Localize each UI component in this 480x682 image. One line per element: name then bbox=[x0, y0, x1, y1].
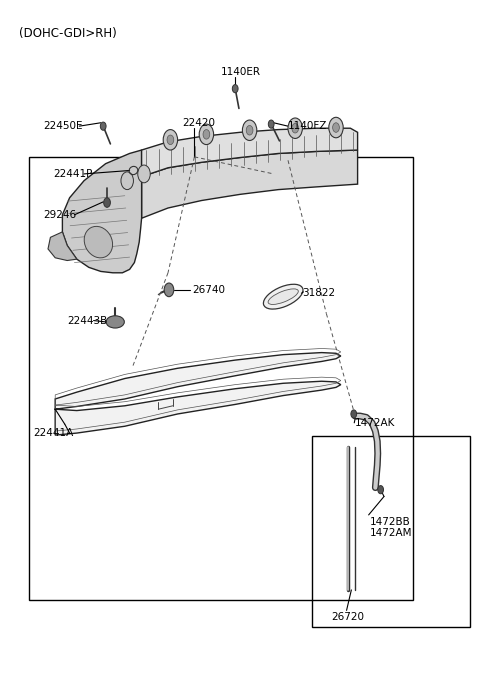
Circle shape bbox=[329, 117, 343, 138]
Text: 1140ER: 1140ER bbox=[221, 67, 261, 76]
Circle shape bbox=[121, 172, 133, 190]
Circle shape bbox=[232, 85, 238, 93]
Text: 1472BB: 1472BB bbox=[370, 517, 410, 527]
Ellipse shape bbox=[264, 284, 303, 309]
Circle shape bbox=[246, 125, 253, 135]
Polygon shape bbox=[55, 353, 341, 435]
Ellipse shape bbox=[106, 316, 124, 328]
Bar bbox=[29, 157, 413, 600]
Ellipse shape bbox=[84, 226, 113, 258]
Text: 22443B: 22443B bbox=[67, 316, 108, 325]
Circle shape bbox=[378, 486, 384, 494]
Circle shape bbox=[100, 122, 106, 130]
Text: 22441P: 22441P bbox=[53, 169, 92, 179]
Circle shape bbox=[167, 135, 174, 145]
Text: 22420: 22420 bbox=[182, 118, 216, 128]
Circle shape bbox=[199, 124, 214, 145]
Polygon shape bbox=[62, 150, 142, 273]
Circle shape bbox=[242, 120, 257, 140]
Circle shape bbox=[351, 410, 357, 418]
Circle shape bbox=[104, 198, 110, 207]
Text: 1140FZ: 1140FZ bbox=[288, 121, 327, 131]
Circle shape bbox=[203, 130, 210, 139]
Text: (DOHC-GDI>RH): (DOHC-GDI>RH) bbox=[19, 27, 117, 40]
Text: 22441A: 22441A bbox=[34, 428, 74, 438]
Polygon shape bbox=[48, 232, 77, 261]
Circle shape bbox=[163, 130, 178, 150]
Text: 22450E: 22450E bbox=[43, 121, 83, 131]
Ellipse shape bbox=[268, 289, 298, 304]
Polygon shape bbox=[142, 150, 358, 218]
Text: 31822: 31822 bbox=[302, 288, 336, 298]
Circle shape bbox=[288, 118, 302, 138]
Circle shape bbox=[268, 120, 274, 128]
Text: 26720: 26720 bbox=[331, 612, 364, 622]
Bar bbox=[312, 436, 470, 627]
Text: 29246: 29246 bbox=[43, 210, 76, 220]
Text: 26740: 26740 bbox=[192, 285, 225, 295]
Text: 1472AK: 1472AK bbox=[355, 418, 396, 428]
Circle shape bbox=[138, 165, 150, 183]
Circle shape bbox=[164, 283, 174, 297]
Circle shape bbox=[333, 123, 339, 132]
Polygon shape bbox=[142, 128, 358, 177]
Circle shape bbox=[292, 123, 299, 133]
Text: 1472AM: 1472AM bbox=[370, 529, 412, 538]
